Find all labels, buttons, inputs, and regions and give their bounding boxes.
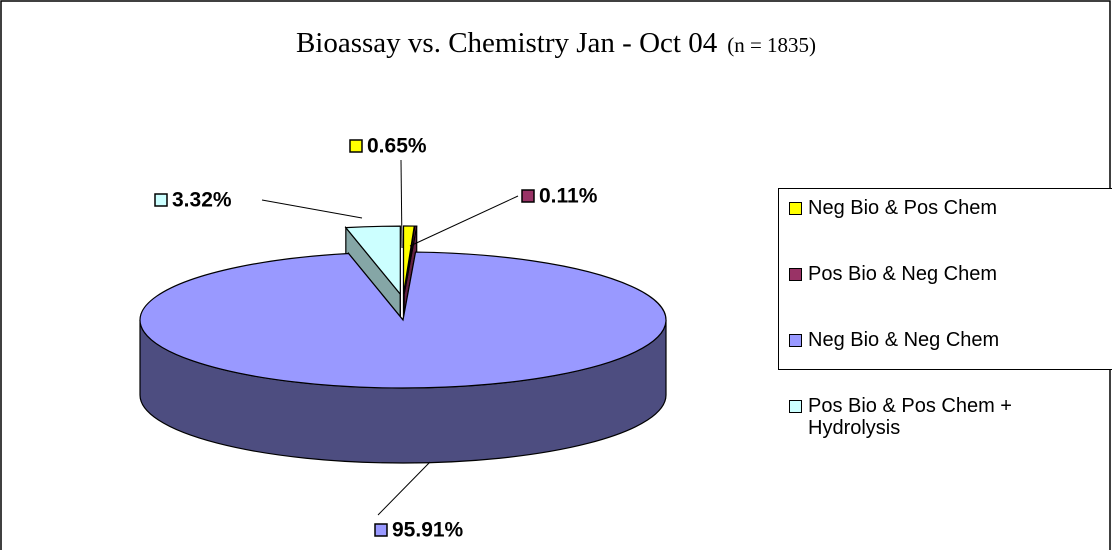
legend-item: Pos Bio & Neg Chem <box>789 263 1108 285</box>
slice <box>344 225 401 296</box>
chart-subtitle: (n = 1835) <box>727 33 816 57</box>
leader-line <box>261 199 363 219</box>
data-label-swatch <box>374 523 388 537</box>
data-label: 0.65% <box>367 135 427 158</box>
chart-title: Bioassay vs. Chemistry Jan - Oct 04 <box>296 27 718 59</box>
pie <box>139 225 667 464</box>
slice <box>403 225 418 295</box>
data-label: 95.91% <box>392 519 464 542</box>
data-label-swatch <box>349 139 363 153</box>
chart-title-group: Bioassay vs. Chemistry Jan - Oct 04 (n = … <box>296 27 816 59</box>
legend-swatch <box>789 334 802 347</box>
slice <box>402 225 415 295</box>
data-label: 3.32% <box>172 189 232 212</box>
legend-swatch <box>789 400 802 413</box>
data-label: 0.11% <box>539 185 598 208</box>
legend-item: Neg Bio & Neg Chem <box>789 329 1108 351</box>
data-labels: 0.65% 0.11% 95.91% 3.32% <box>154 135 598 542</box>
legend-label: Pos Bio & Neg Chem <box>808 263 997 285</box>
data-label-swatch <box>521 189 535 203</box>
legend-label: Pos Bio & Pos Chem + Hydrolysis <box>808 395 1012 439</box>
leader-line <box>400 159 403 249</box>
legend-swatch <box>789 268 802 281</box>
legend-item: Neg Bio & Pos Chem <box>789 197 1108 219</box>
slice <box>139 251 667 389</box>
leader-line <box>377 461 431 516</box>
leader-line <box>409 195 519 247</box>
legend-label: Neg Bio & Neg Chem <box>808 329 1000 351</box>
data-label-swatch <box>154 193 168 207</box>
legend-label: Neg Bio & Pos Chem <box>808 197 997 219</box>
legend: Neg Bio & Pos Chem Pos Bio & Neg Chem Neg … <box>778 188 1112 439</box>
legend-item: Pos Bio & Pos Chem + Hydrolysis <box>789 395 1108 439</box>
legend-swatch <box>789 202 802 215</box>
